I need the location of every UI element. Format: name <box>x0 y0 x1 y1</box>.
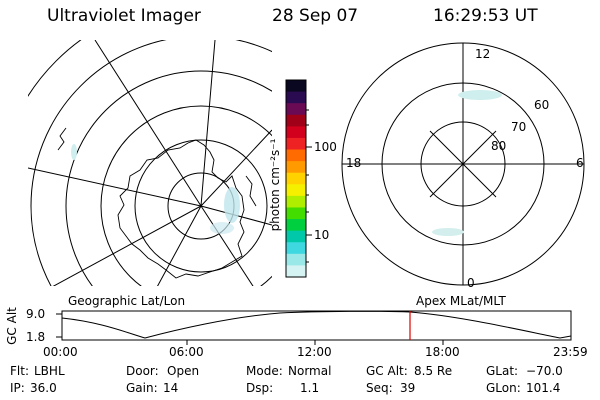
status-ip-value: 36.0 <box>30 381 57 395</box>
time-tick-1200: 12:00 <box>297 345 332 359</box>
time-tick-1800: 18:00 <box>425 345 460 359</box>
lat-label-80: 80 <box>491 139 507 153</box>
colorbar-tick-label-100: 100 <box>314 140 337 154</box>
color-band <box>286 195 306 209</box>
color-band <box>286 230 306 243</box>
status-flt-key: Flt: <box>10 364 29 378</box>
time-label: 16:29:53 UT <box>433 6 538 26</box>
time-tick-0600: 06:00 <box>169 345 204 359</box>
color-band <box>286 103 306 116</box>
date-label: 28 Sep 07 <box>272 6 359 26</box>
status-mode-value: Normal <box>288 364 332 378</box>
color-band <box>286 253 306 267</box>
status-door-key: Door: <box>126 364 159 378</box>
altitude-ytick-max: 9.0 <box>26 307 46 321</box>
polar-label-0: 0 <box>467 276 475 290</box>
status-seq-value: 39 <box>400 381 416 395</box>
color-band <box>286 172 306 185</box>
polar-label-18: 18 <box>346 156 362 170</box>
status-door-value: Open <box>167 364 200 378</box>
lat-label-60: 60 <box>534 98 550 112</box>
coastline <box>117 139 245 279</box>
status-dsp-key: Dsp: <box>246 381 274 395</box>
polar-label-6: 6 <box>576 156 584 170</box>
colorbar-unit-label: photon cm⁻²s⁻¹ <box>268 138 282 232</box>
altitude-ylabel: GC Alt <box>5 307 19 345</box>
color-band <box>286 207 306 220</box>
polar-label-12: 12 <box>475 47 491 61</box>
color-scale-bar <box>286 80 306 278</box>
altitude-curve <box>61 310 572 339</box>
color-band <box>286 149 306 162</box>
color-band <box>286 161 306 174</box>
altitude-ytick-min: 1.8 <box>26 330 46 344</box>
color-band <box>286 114 306 127</box>
status-gcalt-key: GC Alt: <box>366 364 408 378</box>
color-band <box>286 91 306 104</box>
status-seq-key: Seq: <box>366 381 393 395</box>
altitude-strip <box>56 310 572 345</box>
status-dsp-value: 1.1 <box>300 381 320 395</box>
status-ip-key: IP: <box>10 381 25 395</box>
time-tick-0000: 00:00 <box>43 345 78 359</box>
time-tick-2359: 23:59 <box>553 345 588 359</box>
color-band <box>286 219 306 232</box>
status-glat-value: −70.0 <box>526 364 563 378</box>
status-gcalt-value: 8.5 Re <box>414 364 453 378</box>
lat-label-70: 70 <box>511 120 527 134</box>
color-band <box>286 126 306 139</box>
color-band <box>286 184 306 197</box>
color-band <box>286 242 306 255</box>
color-band <box>286 265 306 278</box>
polar-plot <box>341 42 585 286</box>
colorbar-tick-label-10: 10 <box>314 228 330 242</box>
color-band <box>286 80 306 93</box>
status-glon-key: GLon: <box>486 381 521 395</box>
geographic-map <box>28 40 272 286</box>
color-band <box>286 137 306 151</box>
altitude-strip-frame <box>61 310 572 341</box>
status-flt-value: LBHL <box>34 364 65 378</box>
status-glat-key: GLat: <box>486 364 519 378</box>
status-gain-value: 14 <box>163 381 179 395</box>
status-gain-key: Gain: <box>126 381 158 395</box>
geographic-caption: Geographic Lat/Lon <box>68 294 186 308</box>
color-scale-frame <box>285 79 307 278</box>
status-mode-key: Mode: <box>246 364 283 378</box>
status-glon-value: 101.4 <box>526 381 561 395</box>
apex-caption: Apex MLat/MLT <box>416 294 506 308</box>
instrument-title: Ultraviolet Imager <box>47 6 201 26</box>
